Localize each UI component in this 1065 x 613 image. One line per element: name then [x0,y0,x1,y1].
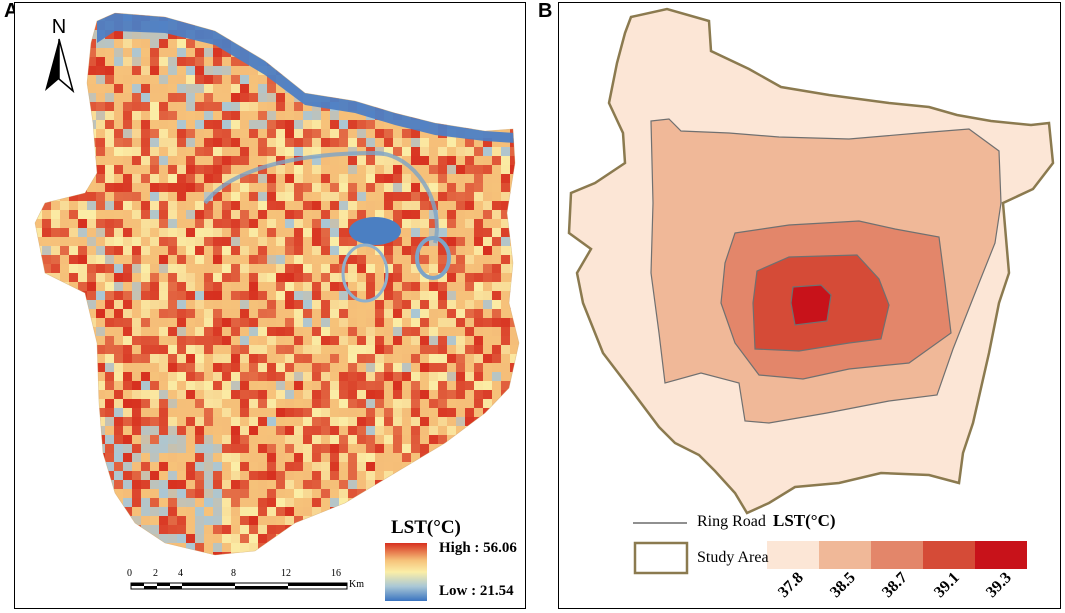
lst-zone-39-3 [790,284,832,326]
ring-road-label: Ring Road [697,513,766,530]
scale-tick-8: 8 [231,568,236,579]
lst-gradient-bar [385,543,427,601]
lst-class-swatch-3 [923,541,975,569]
lst-legend-title: LST(°C) [391,517,461,538]
lst-class-swatches [767,541,1027,569]
scale-unit: Km [349,579,364,590]
panel-a-frame: N LST(°C) High : 56.06 Low : 21.54 0 2 4… [14,2,526,609]
north-arrow-icon [45,38,75,94]
scale-tick-2: 2 [153,568,158,579]
lst-low-label: Low : 21.54 [439,583,514,599]
lst-legend-title-b: LST(°C) [773,511,836,530]
scale-tick-4: 4 [178,568,183,579]
scale-bar [130,582,348,590]
scale-tick-16: 16 [331,568,341,579]
study-area-label: Study Area [697,549,769,566]
scale-tick-12: 12 [281,568,291,579]
lst-high-label: High : 56.06 [439,540,517,556]
north-label: N [52,16,66,38]
lst-raster-map: N [34,12,520,601]
lst-class-swatch-4 [975,541,1027,569]
lst-class-swatch-1 [819,541,871,569]
panel-b-letter: B [538,0,553,22]
lst-class-swatch-2 [871,541,923,569]
lst-zone-map [567,7,1055,575]
study-area-legend-box [633,541,689,575]
panel-b-frame: Ring Road Study Area LST(°C) 37.8 38.5 3… [558,2,1061,609]
scale-tick-0: 0 [127,568,132,579]
lst-class-swatch-0 [767,541,819,569]
